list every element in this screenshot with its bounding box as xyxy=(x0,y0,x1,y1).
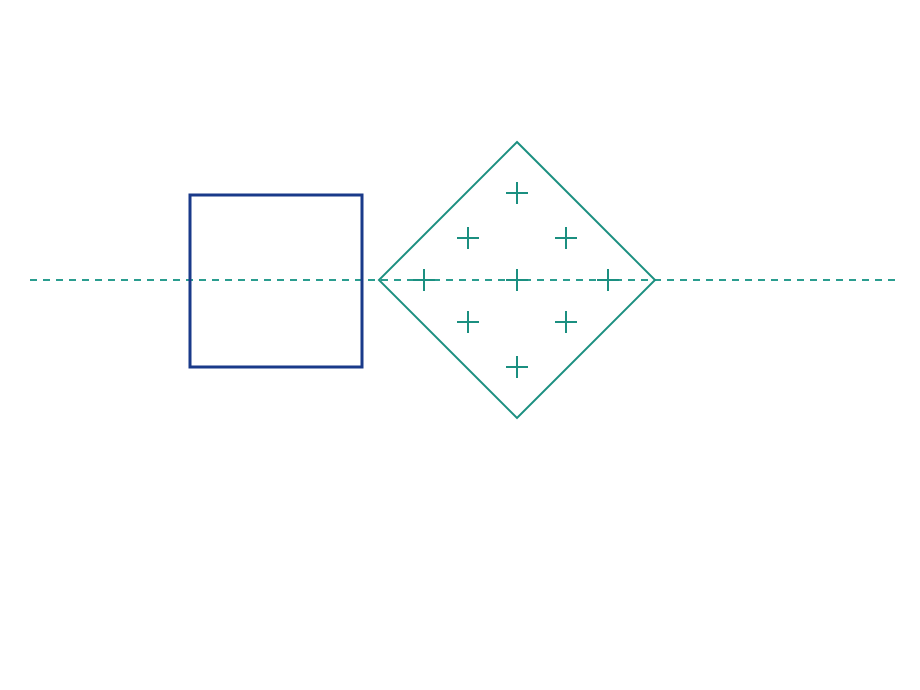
background xyxy=(0,0,920,690)
geometry-diagram xyxy=(0,0,920,690)
